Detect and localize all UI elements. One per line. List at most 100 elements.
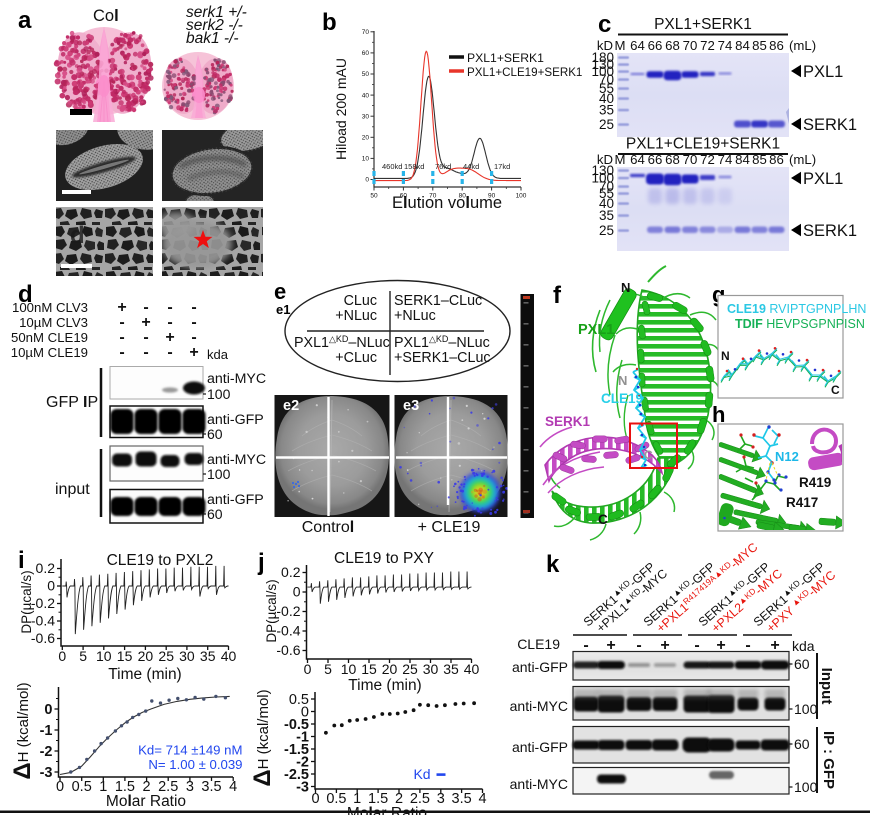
svg-text:+NLuc: +NLuc (335, 308, 377, 324)
svg-text:-: - (119, 329, 124, 346)
svg-text:e2: e2 (283, 398, 299, 414)
svg-text:serk1 +/-: serk1 +/- (186, 4, 247, 21)
svg-text:10µM CLE19: 10µM CLE19 (11, 345, 88, 360)
svg-text:-1: -1 (40, 723, 53, 739)
svg-text:PXL1: PXL1 (803, 170, 843, 188)
svg-text:86: 86 (769, 38, 784, 53)
svg-text:0.2: 0.2 (281, 564, 301, 580)
svg-text:Input: Input (818, 668, 835, 705)
svg-text:70: 70 (599, 179, 614, 194)
svg-text:Kd: Kd (413, 766, 430, 782)
svg-text:35: 35 (599, 103, 614, 118)
svg-text:+CLuc: +CLuc (335, 350, 377, 366)
svg-text:130: 130 (591, 57, 614, 72)
svg-text:+: + (165, 329, 174, 346)
svg-text:-: - (636, 637, 641, 654)
svg-text:0: 0 (293, 584, 301, 600)
svg-text:input: input (55, 481, 90, 498)
svg-text:-: - (167, 299, 172, 316)
svg-text:N: N (618, 373, 627, 388)
svg-text:460kd: 460kd (382, 162, 402, 171)
svg-text:100: 100 (591, 64, 614, 79)
svg-text:4: 4 (229, 779, 237, 795)
svg-text:70: 70 (362, 29, 370, 36)
svg-text:+SERK1–CLuc: +SERK1–CLuc (394, 350, 491, 366)
svg-text:-: - (694, 637, 699, 654)
svg-text:-: - (583, 637, 588, 654)
svg-text:Col: Col (93, 7, 119, 25)
svg-text:(mL): (mL) (789, 38, 816, 53)
svg-text:2.5: 2.5 (158, 779, 178, 795)
svg-text:-3: -3 (40, 765, 53, 781)
svg-text:-2: -2 (40, 744, 53, 760)
svg-text:30: 30 (362, 113, 370, 120)
svg-text:CLE19 to PXL2: CLE19 to PXL2 (107, 552, 214, 569)
svg-text:40: 40 (599, 91, 614, 106)
svg-text:50: 50 (370, 193, 378, 200)
svg-text:TDIF HEVPSGPNPISN: TDIF HEVPSGPNPISN (735, 317, 865, 331)
svg-text:0.5: 0.5 (72, 779, 92, 795)
svg-text:-0.2: -0.2 (31, 595, 55, 611)
svg-text:50: 50 (362, 71, 370, 78)
svg-text:+: + (141, 314, 150, 331)
svg-text:44kd: 44kd (463, 162, 479, 171)
svg-text:anti-MYC: anti-MYC (510, 698, 568, 714)
svg-text:10: 10 (341, 661, 357, 677)
svg-text:j: j (257, 549, 265, 576)
svg-text:anti-GFP: anti-GFP (207, 492, 264, 508)
svg-text:0: 0 (301, 705, 309, 721)
svg-text:0: 0 (56, 779, 64, 795)
svg-text:50nM CLE19: 50nM CLE19 (11, 330, 88, 345)
svg-text:84: 84 (735, 152, 750, 167)
svg-text:Molar Ratio: Molar Ratio (106, 793, 186, 810)
svg-text:+: + (770, 637, 779, 654)
svg-text:30: 30 (423, 661, 439, 677)
svg-text:e1: e1 (276, 302, 290, 317)
svg-text:C: C (644, 448, 653, 462)
svg-text:+: + (606, 637, 615, 654)
svg-text:40: 40 (464, 661, 480, 677)
svg-text:70: 70 (683, 38, 698, 53)
svg-text:kda: kda (792, 638, 815, 654)
svg-text:100: 100 (794, 701, 818, 717)
svg-text:M: M (615, 152, 626, 167)
svg-text:66: 66 (648, 38, 663, 53)
svg-text:15: 15 (361, 661, 377, 677)
svg-text:5: 5 (324, 661, 332, 677)
svg-text:i: i (18, 547, 25, 574)
svg-text:PXL1+CLE19+SERK1: PXL1+CLE19+SERK1 (626, 136, 780, 153)
svg-text:d: d (18, 281, 33, 308)
svg-text:GFP IP: GFP IP (46, 394, 98, 411)
svg-text:3.5: 3.5 (201, 779, 221, 795)
svg-text:d: d (70, 222, 85, 249)
svg-text:10µM CLV3: 10µM CLV3 (19, 315, 88, 330)
svg-text:h: h (712, 402, 725, 427)
svg-text:+NLuc: +NLuc (394, 308, 436, 324)
svg-text:20: 20 (138, 648, 154, 664)
svg-text:M: M (615, 38, 626, 53)
svg-text:SERK1: SERK1 (545, 414, 591, 429)
svg-text:kD: kD (597, 38, 613, 53)
svg-text:0: 0 (365, 177, 369, 184)
svg-text:60: 60 (207, 426, 223, 442)
svg-text:55: 55 (599, 81, 614, 96)
svg-text:72: 72 (700, 152, 715, 167)
svg-text:IP : GFP: IP : GFP (820, 731, 837, 789)
svg-text:+ CLE19: + CLE19 (418, 519, 481, 536)
svg-text:64: 64 (630, 38, 645, 53)
svg-text:serk2 -/-: serk2 -/- (186, 17, 243, 34)
svg-text:180: 180 (591, 50, 614, 65)
svg-text:100: 100 (207, 466, 231, 482)
svg-text:130: 130 (591, 163, 614, 178)
svg-text:0: 0 (58, 648, 66, 664)
svg-text:-: - (191, 314, 196, 331)
svg-text:-: - (745, 637, 750, 654)
svg-text:40: 40 (362, 92, 370, 99)
svg-text:3: 3 (186, 779, 194, 795)
svg-text:-: - (119, 344, 124, 361)
svg-text:85: 85 (752, 38, 767, 53)
svg-text:SERK1–CLuc: SERK1–CLuc (394, 293, 482, 309)
svg-text:25: 25 (158, 648, 174, 664)
svg-text:-: - (143, 299, 148, 316)
svg-text:bak1 -/-: bak1 -/- (186, 30, 239, 47)
